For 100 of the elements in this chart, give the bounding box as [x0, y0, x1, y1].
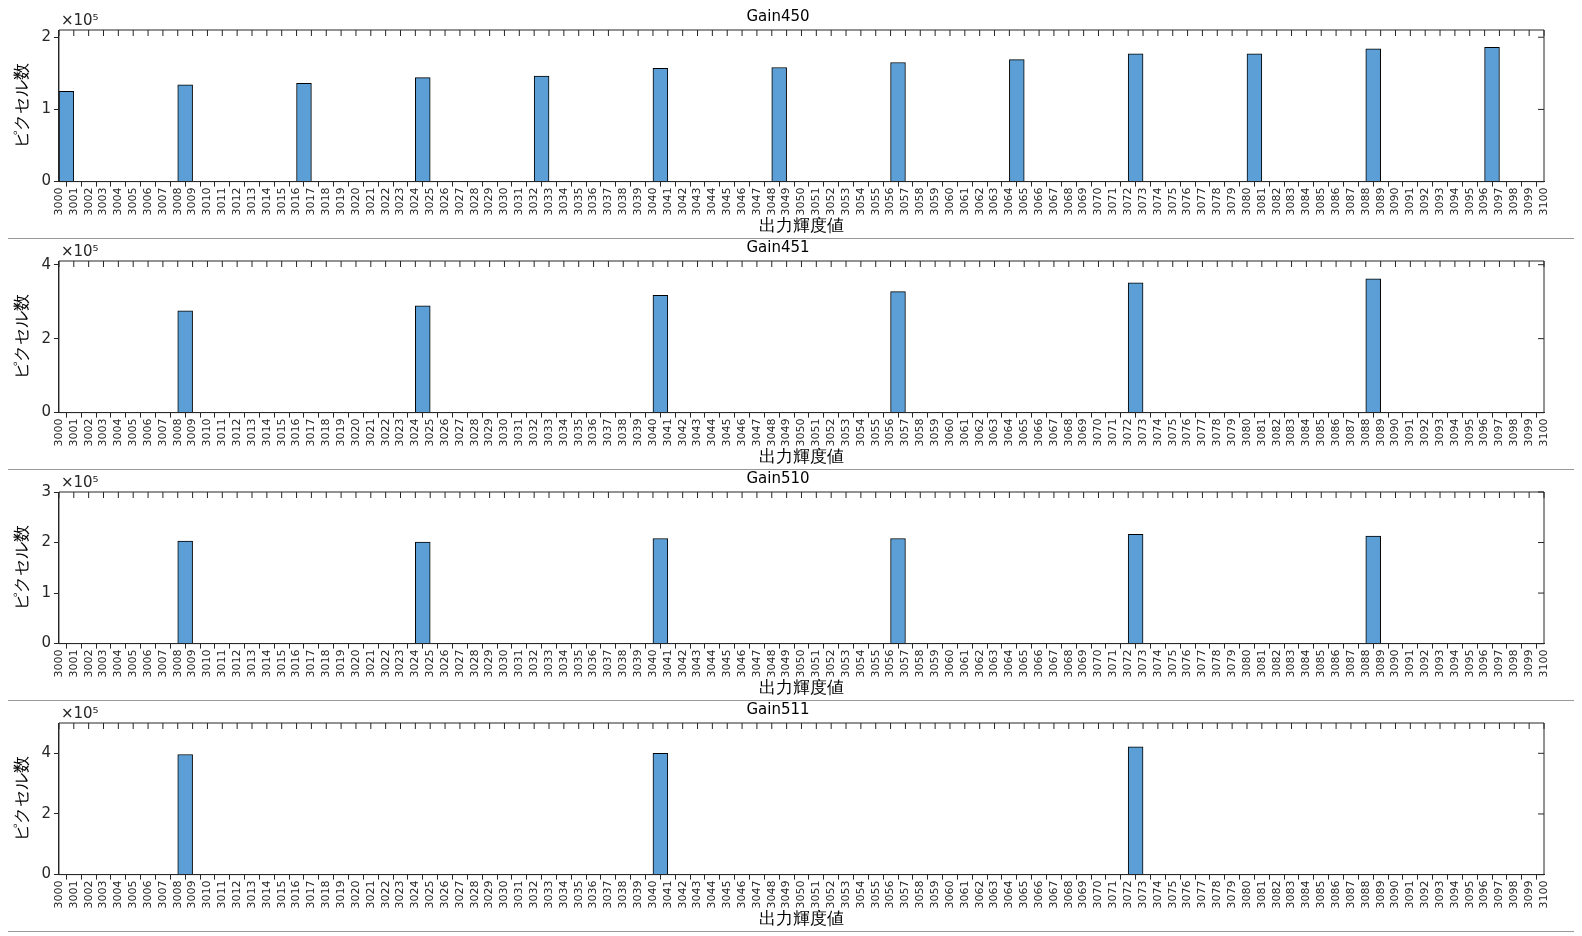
- x-tick-label: 3001: [66, 649, 80, 678]
- x-tick-label: 3100: [1536, 187, 1550, 216]
- x-tick-label: 3024: [408, 649, 422, 678]
- x-tick-label: 3026: [437, 880, 451, 909]
- x-tick-label: 3024: [408, 187, 422, 216]
- x-tick-label: 3001: [66, 880, 80, 909]
- x-tick-label: 3099: [1522, 187, 1536, 216]
- x-tick-label: 3090: [1388, 418, 1402, 447]
- x-tick-label: 3062: [972, 418, 986, 447]
- x-tick-label: 3035: [571, 880, 585, 909]
- x-tick-label: 3098: [1507, 880, 1521, 909]
- x-tick-label: 3027: [452, 418, 466, 447]
- x-tick-label: 3096: [1477, 418, 1491, 447]
- x-tick-label: 3013: [244, 187, 258, 216]
- x-tick-label: 3005: [126, 187, 140, 216]
- x-tick-label: 3021: [363, 187, 377, 216]
- x-tick-label: 3023: [393, 187, 407, 216]
- x-tick-label: 3025: [423, 649, 437, 678]
- x-tick-label: 3000: [51, 880, 65, 909]
- x-tick-label: 3083: [1284, 649, 1298, 678]
- x-tick-label: 3003: [96, 880, 110, 909]
- x-tick-label: 3049: [779, 418, 793, 447]
- x-tick-label: 3039: [630, 880, 644, 909]
- x-tick-label: 3056: [883, 880, 897, 909]
- x-tick-label: 3076: [1180, 649, 1194, 678]
- x-tick-label: 3060: [942, 418, 956, 447]
- x-tick-label: 3000: [51, 649, 65, 678]
- x-tick-label: 3094: [1447, 418, 1461, 447]
- x-tick-label: 3004: [111, 187, 125, 216]
- x-tick-label: 3078: [1210, 418, 1224, 447]
- x-tick-label: 3081: [1254, 187, 1268, 216]
- x-tick-label: 3020: [348, 187, 362, 216]
- x-tick-label: 3044: [705, 649, 719, 678]
- x-tick-label: 3070: [1091, 649, 1105, 678]
- x-tick-label: 3075: [1165, 187, 1179, 216]
- x-tick-label: 3064: [1002, 187, 1016, 216]
- x-tick-label: 3088: [1358, 187, 1372, 216]
- x-tick-label: 3051: [809, 649, 823, 678]
- x-tick-label: 3005: [126, 880, 140, 909]
- x-tick-label: 3037: [601, 880, 615, 909]
- x-tick-label: 3095: [1462, 418, 1476, 447]
- x-tick-label: 3011: [215, 418, 229, 447]
- x-tick-label: 3046: [734, 649, 748, 678]
- x-tick-label: 3034: [556, 187, 570, 216]
- x-tick-label: 3075: [1165, 880, 1179, 909]
- x-tick-label: 3094: [1447, 187, 1461, 216]
- x-tick-label: 3068: [1061, 880, 1075, 909]
- x-tick-label: 3005: [126, 418, 140, 447]
- x-tick-label: 3055: [868, 649, 882, 678]
- x-tick-label: 3004: [111, 418, 125, 447]
- x-tick-label: 3015: [274, 880, 288, 909]
- x-tick-label: 3014: [259, 187, 273, 216]
- x-tick-label: 3081: [1254, 649, 1268, 678]
- x-tick-label: 3070: [1091, 187, 1105, 216]
- x-tick-label: 3066: [1031, 649, 1045, 678]
- x-tick-label: 3031: [512, 418, 526, 447]
- x-tick-label: 3097: [1492, 649, 1506, 678]
- x-tick-label: 3100: [1536, 418, 1550, 447]
- x-tick-label: 3088: [1358, 418, 1372, 447]
- x-tick-label: 3029: [482, 187, 496, 216]
- x-tick-label: 3010: [200, 418, 214, 447]
- text: ×10⁵: [60, 704, 99, 723]
- x-axis-title: 出力輝度値: [758, 908, 844, 929]
- x-tick-label: 3042: [675, 880, 689, 909]
- x-tick-label: 3052: [824, 418, 838, 447]
- x-tick-label: 3037: [601, 187, 615, 216]
- x-tick-label: 3038: [616, 880, 630, 909]
- x-tick-label: 3077: [1195, 418, 1209, 447]
- x-tick-label: 3056: [883, 649, 897, 678]
- x-tick-label: 3015: [274, 649, 288, 678]
- x-tick-label: 3063: [987, 649, 1001, 678]
- x-tick-label: 3074: [1150, 187, 1164, 216]
- x-tick-label: 3050: [794, 880, 808, 909]
- x-tick-label: 3027: [452, 649, 466, 678]
- x-tick-label: 3091: [1403, 649, 1417, 678]
- x-tick-label: 3069: [1076, 649, 1090, 678]
- x-tick-label: 3038: [616, 649, 630, 678]
- x-tick-label: 3051: [809, 418, 823, 447]
- x-tick-label: 3006: [140, 649, 154, 678]
- x-tick-label: 3013: [244, 880, 258, 909]
- x-tick-label: 3090: [1388, 187, 1402, 216]
- x-tick-label: 3097: [1492, 880, 1506, 909]
- x-tick-label: 3057: [898, 649, 912, 678]
- x-tick-label: 3088: [1358, 880, 1372, 909]
- x-tick-label: 3002: [81, 418, 95, 447]
- x-tick-label: 3022: [378, 649, 392, 678]
- x-tick-label: 3089: [1373, 187, 1387, 216]
- x-tick-label: 3084: [1299, 880, 1313, 909]
- x-tick-label: 3096: [1477, 880, 1491, 909]
- x-tick-label: 3035: [571, 649, 585, 678]
- x-tick-label: 3068: [1061, 187, 1075, 216]
- x-tick-label: 3039: [630, 187, 644, 216]
- x-tick-label: 3036: [586, 418, 600, 447]
- x-tick-label: 3009: [185, 187, 199, 216]
- x-tick-label: 3083: [1284, 880, 1298, 909]
- x-tick-label: 3052: [824, 649, 838, 678]
- x-tick-label: 3083: [1284, 418, 1298, 447]
- x-tick-label: 3028: [467, 187, 481, 216]
- x-tick-label: 3035: [571, 418, 585, 447]
- x-tick-label: 3043: [690, 418, 704, 447]
